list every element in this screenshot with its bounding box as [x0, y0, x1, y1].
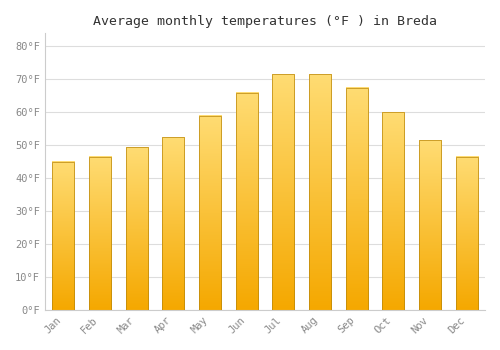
Bar	[89, 157, 111, 310]
Bar	[199, 116, 221, 310]
Title: Average monthly temperatures (°F ) in Breda: Average monthly temperatures (°F ) in Br…	[93, 15, 437, 28]
Bar	[162, 137, 184, 310]
Bar	[272, 75, 294, 310]
Bar	[456, 157, 477, 310]
Bar	[346, 88, 368, 310]
Bar	[419, 140, 441, 310]
Bar	[236, 93, 258, 310]
Bar	[126, 147, 148, 310]
Bar	[382, 112, 404, 310]
Bar	[52, 162, 74, 310]
Bar	[309, 75, 331, 310]
